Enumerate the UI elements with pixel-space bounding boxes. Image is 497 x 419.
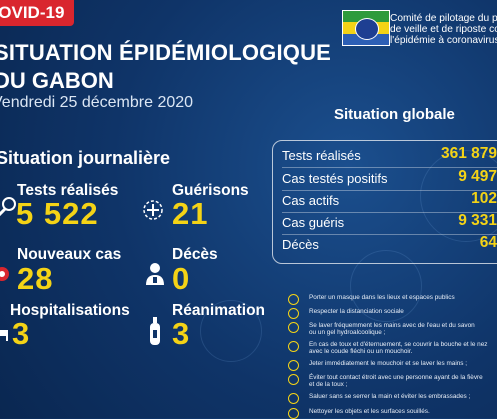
prevention-rule-text: avec le coude fléchi ou un mouchoir.	[309, 348, 413, 355]
virus-decoration	[200, 300, 262, 362]
prevention-rule-text: Respecter la distanciation sociale	[309, 308, 404, 315]
magnifier-icon	[0, 197, 16, 216]
new-cases-value: 28	[17, 261, 54, 296]
deaths-label: Décès	[172, 246, 218, 263]
prevention-rule-icon	[288, 294, 299, 305]
recoveries-value: 21	[172, 196, 209, 231]
prevention-rule-text: Porter un masque dans les lieux et espac…	[309, 294, 455, 301]
prevention-rule-text: Se laver fréquemment les mains avec de l…	[309, 322, 475, 329]
tests-label: Tests réalisés	[17, 182, 119, 199]
daily-heading: Situation journalière	[0, 148, 171, 168]
prevention-rule-text: Saluer sans se serrer la main et éviter …	[309, 393, 471, 400]
new-cases-label: Nouveaux cas	[17, 246, 122, 263]
prevention-rule-icon	[288, 308, 299, 319]
icu-label: Réanimation	[172, 302, 266, 319]
global-row: Cas testés positifs 9 497	[282, 168, 497, 191]
prevention-rule-icon	[288, 408, 299, 419]
virus-decoration	[350, 250, 422, 322]
virus-decoration	[420, 150, 497, 242]
global-heading: Situation globale	[334, 106, 455, 123]
prevention-rule-icon	[288, 374, 299, 385]
global-row: Cas actifs 102	[282, 190, 497, 213]
global-row: Cas guéris 9 331	[282, 212, 497, 235]
prevention-rule-text: Éviter tout contact étroit avec une pers…	[309, 374, 483, 381]
page-title-line1: SITUATION ÉPIDÉMIOLOGIQUE	[0, 40, 332, 65]
hospitalisations-label: Hospitalisations	[10, 302, 130, 319]
coat-of-arms-icon	[355, 18, 379, 40]
prevention-rule-icon	[288, 393, 299, 404]
report-date: Vendredi 25 décembre 2020	[0, 94, 194, 111]
prevention-rule-text: Jeter immédiatement le mouchoir et se la…	[309, 360, 468, 367]
hospitalisations-value: 3	[12, 316, 31, 351]
global-row: Décès 64	[282, 234, 497, 252]
icu-value: 3	[172, 316, 191, 351]
prevention-rule-text: ou un gel hydroalcoolique ;	[309, 329, 386, 336]
prevention-rule-text: et de la toux ;	[309, 381, 348, 388]
prevention-rule-icon	[288, 322, 299, 333]
hospital-bed-icon	[0, 330, 8, 341]
prevention-rule-text: Nettoyer les objets et les surfaces soui…	[309, 408, 430, 415]
recovery-virus-icon	[143, 200, 163, 220]
committee-text: Comité de pilotage du plan de veille et …	[390, 13, 497, 46]
person-icon	[146, 263, 164, 285]
prevention-rule-text: En cas de toux et d'éternuement, se couv…	[309, 341, 488, 348]
global-row: Tests réalisés 361 879	[282, 145, 497, 168]
prevention-rule-icon	[288, 360, 299, 371]
global-panel	[272, 140, 497, 264]
covid-banner: COVID-19	[0, 0, 74, 26]
deaths-value: 0	[172, 261, 191, 296]
tests-value: 5 522	[16, 196, 99, 231]
page-title-line2: DU GABON	[0, 68, 114, 93]
virus-icon	[0, 267, 9, 281]
recoveries-label: Guérisons	[172, 182, 249, 199]
gabon-flag-emblem	[342, 10, 390, 46]
oxygen-tank-icon	[150, 317, 160, 345]
prevention-rule-icon	[288, 341, 299, 352]
